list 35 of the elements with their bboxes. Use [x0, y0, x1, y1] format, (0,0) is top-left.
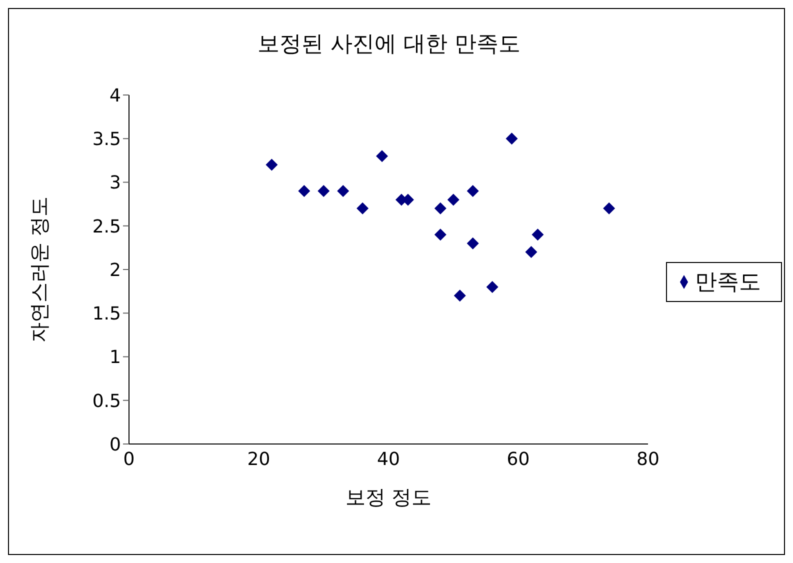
point: [603, 202, 616, 214]
point: [434, 228, 446, 241]
x-tick-label: 80: [636, 448, 660, 470]
point: [454, 290, 466, 302]
x-tick-label: 20: [247, 448, 270, 470]
x-axis-title: 보정 정도: [345, 485, 432, 509]
y-tick-label: 1.5: [92, 304, 121, 325]
point: [525, 246, 538, 258]
point: [532, 228, 544, 241]
y-tick-label: 0: [110, 434, 121, 456]
y-axis-title: 자연스러운 정도: [27, 196, 52, 343]
x-tick-label: 40: [377, 448, 400, 470]
point: [486, 280, 498, 293]
point: [318, 184, 330, 197]
y-tick-label: 0.5: [92, 390, 121, 412]
y-tick-label: 2: [110, 260, 121, 281]
point: [356, 202, 369, 214]
y-tick-label: 1: [110, 347, 121, 368]
point: [298, 184, 310, 197]
y-tick-label: 3.5: [92, 129, 121, 150]
y-tick-label: 4: [110, 85, 121, 106]
point: [466, 237, 479, 250]
x-tick-label: 60: [506, 448, 530, 470]
point: [447, 194, 460, 206]
point: [434, 202, 446, 214]
y-tick-label: 2.5: [92, 216, 121, 238]
point: [466, 184, 479, 197]
chart-title: 보정된 사진에 대한 만족도: [256, 31, 522, 59]
point: [376, 150, 388, 162]
point: [337, 184, 350, 197]
point: [506, 132, 518, 145]
y-tick-label: 3: [110, 172, 121, 194]
point: [266, 158, 278, 171]
legend-label: 만족도: [695, 270, 761, 294]
x-tick-label: 0: [123, 448, 135, 470]
